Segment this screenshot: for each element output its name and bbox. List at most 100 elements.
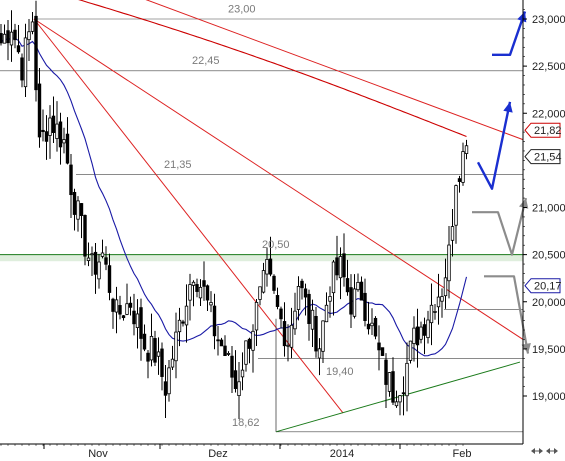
candle: [331, 260, 336, 316]
candle: [398, 394, 402, 416]
projection-arrow-top: [492, 11, 527, 56]
candle: [2, 24, 7, 44]
candle: [450, 208, 455, 257]
candle: [426, 310, 430, 344]
candle: [90, 246, 94, 277]
candle: [279, 306, 283, 329]
candle: [135, 299, 140, 349]
candle: [258, 286, 262, 306]
candle: [293, 292, 297, 335]
candle: [149, 313, 154, 367]
support-band: [0, 254, 523, 262]
trend-line: [145, 0, 524, 141]
candle: [261, 262, 266, 294]
candle: [37, 68, 42, 148]
candle: [72, 188, 77, 231]
candle: [79, 202, 84, 239]
candle: [464, 139, 469, 160]
scroll-arrows-icon[interactable]: [531, 448, 558, 454]
candle: [289, 307, 294, 359]
candle: [125, 283, 129, 316]
price-tag-label: 21,82: [534, 125, 562, 137]
y-tick-label: 19,000: [532, 391, 565, 403]
level-label: 19,40: [326, 366, 354, 378]
candle: [55, 101, 59, 152]
candle: [454, 184, 458, 244]
candle: [163, 365, 168, 418]
candle: [461, 142, 465, 186]
candle: [202, 261, 206, 301]
candle: [191, 280, 196, 307]
candle: [30, 12, 35, 35]
candle: [324, 292, 329, 323]
y-tick-label: 19,500: [532, 344, 565, 356]
candle: [394, 390, 399, 408]
candle: [209, 291, 213, 313]
candle: [132, 293, 136, 336]
candle: [23, 23, 28, 98]
candle: [373, 316, 378, 340]
candle: [226, 351, 231, 356]
candle: [212, 293, 217, 350]
candle: [216, 326, 220, 356]
candle: [195, 278, 199, 298]
candle: [244, 340, 248, 372]
price-tag: 20,17: [524, 278, 562, 294]
candle: [41, 109, 45, 142]
candle: [296, 276, 301, 321]
projection-arrows: [472, 11, 531, 354]
short-moving-average-line: [0, 37, 468, 357]
level-label: 23,00: [228, 3, 256, 15]
candle: [366, 301, 371, 335]
x-tick-label: 2014: [330, 448, 354, 460]
candle: [146, 350, 150, 379]
y-tick-label: 20,000: [532, 297, 565, 309]
candle: [205, 284, 210, 311]
candle: [321, 320, 325, 364]
candle: [156, 337, 161, 375]
candle: [34, 0, 38, 102]
candle: [286, 324, 290, 362]
candle: [167, 360, 171, 402]
candle: [104, 246, 108, 271]
candle: [408, 340, 413, 364]
candle: [328, 286, 332, 318]
candle: [310, 299, 315, 348]
price-tag-label: 21,54: [534, 152, 562, 164]
candle: [160, 342, 164, 391]
candle: [405, 342, 409, 412]
projection-arrow-up: [476, 101, 512, 190]
y-tick-label: 20,500: [532, 250, 565, 262]
candle: [433, 303, 437, 320]
candle: [342, 233, 346, 287]
candle: [48, 105, 52, 159]
level-label: 18,62: [232, 417, 260, 429]
candle: [247, 337, 252, 364]
candle: [440, 288, 444, 318]
candle: [237, 361, 241, 420]
candle: [142, 324, 147, 352]
projection-arrow-top-head: [517, 11, 527, 23]
candle: [20, 53, 24, 88]
candle: [265, 247, 269, 287]
candle: [27, 19, 31, 62]
y-tick-label: 22,500: [532, 61, 565, 73]
candle: [6, 20, 10, 61]
level-label: 20,50: [262, 239, 290, 251]
candle: [436, 273, 441, 325]
candle: [251, 324, 255, 373]
candle: [419, 321, 423, 344]
candle: [272, 274, 276, 294]
candle: [233, 350, 238, 393]
y-tick-label: 22,000: [532, 108, 565, 120]
candle: [338, 247, 343, 300]
candle: [0, 23, 3, 46]
candle: [114, 286, 119, 334]
candle: [223, 335, 227, 357]
candle: [219, 337, 224, 347]
candle: [97, 253, 101, 289]
candle: [303, 283, 308, 316]
candle: [16, 24, 21, 54]
price-tag-label: 20,17: [534, 281, 562, 293]
candle: [335, 235, 339, 281]
